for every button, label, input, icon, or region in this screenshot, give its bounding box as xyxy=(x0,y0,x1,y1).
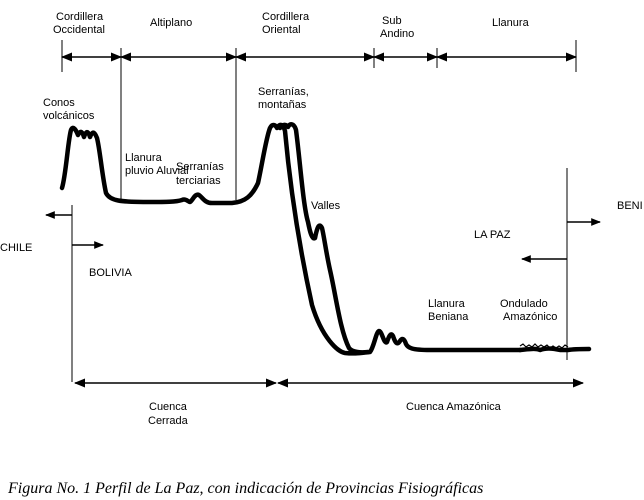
label-llanura-beniana-1: Llanura xyxy=(428,298,466,310)
label-sub-andino-1: Sub xyxy=(382,15,402,27)
label-sub-andino-2: Andino xyxy=(380,28,414,40)
label-chile: CHILE xyxy=(0,242,32,254)
label-llanura-beniana-2: Beniana xyxy=(428,311,469,323)
label-beni: BENI xyxy=(617,200,643,212)
province-dividers xyxy=(61,40,577,382)
label-serranias-terciarias-1: Serranías xyxy=(176,161,224,173)
region-arrows xyxy=(45,211,601,263)
label-cordillera-occidental-1: Cordillera xyxy=(56,11,104,23)
figure-caption: Figura No. 1 Perfil de La Paz, con indic… xyxy=(8,480,484,497)
profile-line-1 xyxy=(59,122,523,356)
label-ondulado-1: Ondulado xyxy=(500,298,548,310)
label-cuenca-cerrada-2: Cerrada xyxy=(148,415,189,427)
label-serranias-montanas-1: Serranías, xyxy=(258,86,309,98)
label-cordillera-oriental-1: Cordillera xyxy=(262,11,310,23)
label-llanura-pluvio-1: Llanura xyxy=(125,152,163,164)
label-serranias-montanas-2: montañas xyxy=(258,99,307,111)
label-conos-1: Conos xyxy=(43,97,75,109)
label-conos-2: volcánicos xyxy=(43,110,95,122)
profile-line-2 xyxy=(277,122,371,355)
label-cuenca-cerrada-1: Cuenca xyxy=(149,401,188,413)
label-bolivia: BOLIVIA xyxy=(89,267,132,279)
label-valles: Valles xyxy=(311,200,341,212)
label-ondulado-2: Amazónico xyxy=(503,311,557,323)
label-altiplano: Altiplano xyxy=(150,17,192,29)
label-cordillera-oriental-2: Oriental xyxy=(262,24,301,36)
label-la-paz: LA PAZ xyxy=(474,229,511,241)
label-llanura: Llanura xyxy=(492,17,530,29)
label-serranias-terciarias-2: terciarias xyxy=(176,175,221,187)
label-cuenca-amazonica: Cuenca Amazónica xyxy=(406,401,502,413)
profile-line-3 xyxy=(517,346,592,353)
profile-noise xyxy=(519,343,569,349)
label-cordillera-occidental-2: Occidental xyxy=(53,24,105,36)
label-llanura-pluvio-2: pluvio Aluvial xyxy=(125,165,189,177)
